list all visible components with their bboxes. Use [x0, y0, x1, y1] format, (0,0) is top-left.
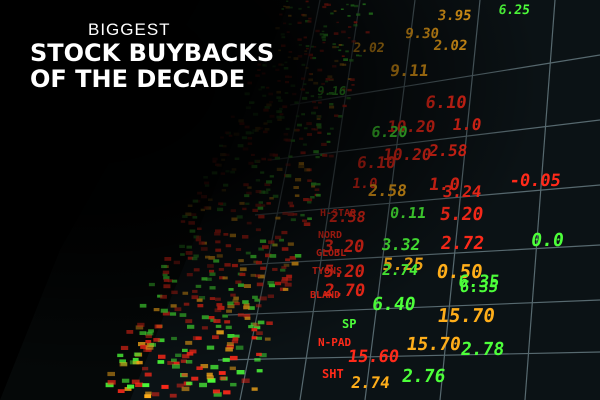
headline-line-1: STOCK BUYBACKS	[30, 39, 275, 67]
eyebrow-text: BIGGEST	[88, 20, 171, 39]
headline-line-2: OF THE DECADE	[30, 65, 246, 93]
title-block: BIGGEST STOCK BUYBACKS OF THE DECADE	[30, 20, 274, 92]
